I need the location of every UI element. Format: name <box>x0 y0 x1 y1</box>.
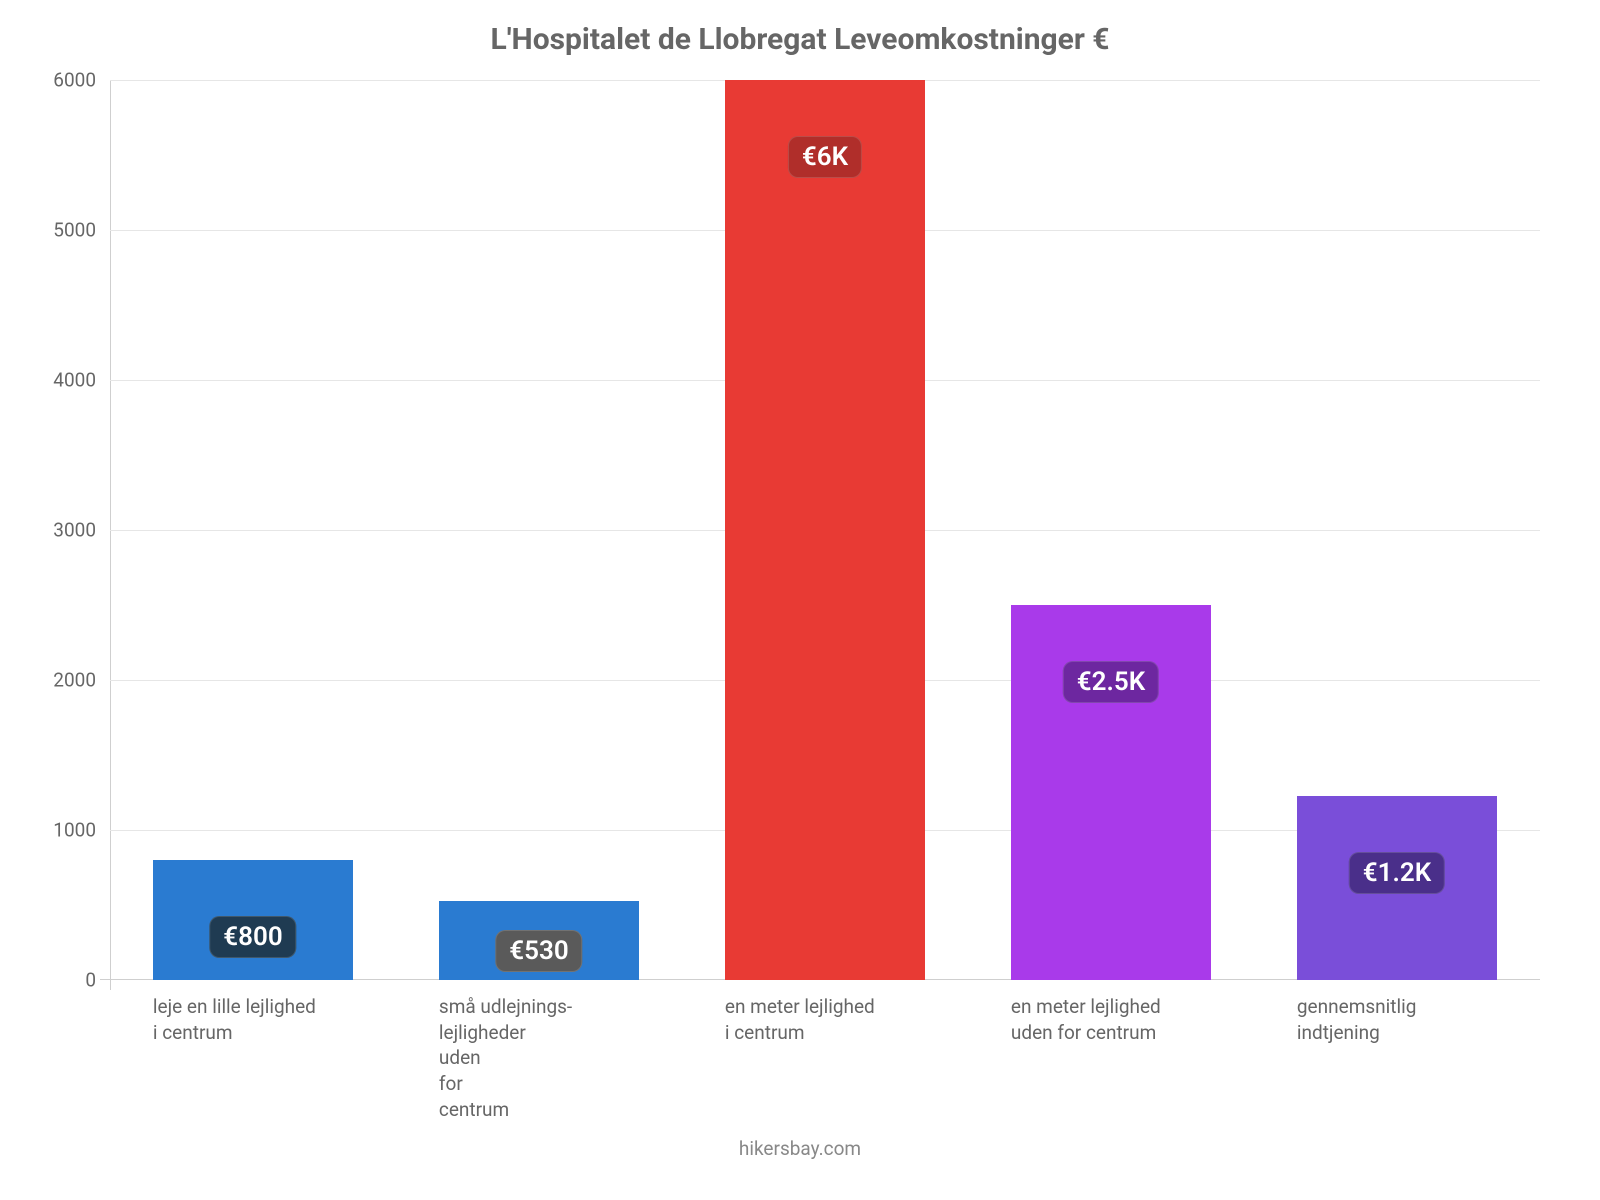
value-badge: €1.2K <box>1349 852 1445 894</box>
y-tick-label: 1000 <box>53 819 110 842</box>
x-tick-label: gennemsnitlig indtjening <box>1297 980 1497 1045</box>
chart-footer: hikersbay.com <box>0 1137 1600 1160</box>
x-tick-label: leje en lille lejlighed i centrum <box>153 980 353 1045</box>
value-badge: €800 <box>209 916 296 958</box>
y-tick-label: 4000 <box>53 369 110 392</box>
plot-area: 0100020003000400050006000€800leje en lil… <box>110 80 1540 980</box>
bar <box>725 80 925 980</box>
x-tick-label: små udlejnings-lejligheder uden for cent… <box>439 980 639 1122</box>
cost-of-living-chart: L'Hospitalet de Llobregat Leveomkostning… <box>0 0 1600 1200</box>
value-badge: €530 <box>495 930 582 972</box>
y-tick-label: 6000 <box>53 69 110 92</box>
x-tick-label: en meter lejlighed i centrum <box>725 980 925 1045</box>
y-tick-label: 5000 <box>53 219 110 242</box>
y-tick-label: 3000 <box>53 519 110 542</box>
y-tick-label: 2000 <box>53 669 110 692</box>
value-badge: €2.5K <box>1063 661 1159 703</box>
value-badge: €6K <box>788 136 862 178</box>
chart-title: L'Hospitalet de Llobregat Leveomkostning… <box>0 22 1600 57</box>
y-tick-label: 0 <box>85 969 110 992</box>
x-tick-label: en meter lejlighed uden for centrum <box>1011 980 1211 1045</box>
y-axis-line <box>110 80 111 990</box>
